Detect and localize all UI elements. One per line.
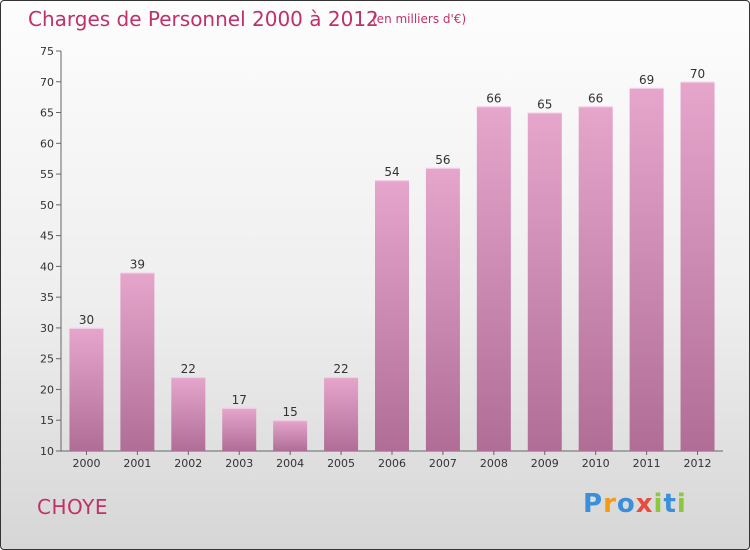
bar (222, 407, 257, 451)
data-label: 69 (639, 73, 654, 87)
data-label: 56 (435, 153, 450, 167)
y-tick-label: 50 (40, 199, 54, 212)
x-tick-label: 2012 (684, 457, 712, 470)
y-tick-label: 40 (40, 260, 54, 273)
data-label: 66 (588, 91, 603, 105)
x-tick-label: 2009 (531, 457, 559, 470)
x-tick-labels: 2000 2001 2002 2003 2004 2005 2006 2007 2008 2009… (72, 457, 711, 470)
y-tick-label: 70 (40, 76, 54, 89)
x-tick-label: 2010 (582, 457, 610, 470)
y-tick-label: 30 (40, 322, 54, 335)
y-tick-label: 35 (40, 291, 54, 304)
x-tick-label: 2011 (633, 457, 661, 470)
x-tick-label: 2006 (378, 457, 406, 470)
data-label: 66 (486, 91, 501, 105)
y-tick-label: 55 (40, 168, 54, 181)
chart-title: Charges de Personnel 2000 à 2012 (28, 7, 379, 31)
commune-name: CHOYE (37, 495, 109, 519)
x-tick-label: 2001 (123, 457, 151, 470)
y-tick-label: 60 (40, 137, 54, 150)
bar (629, 87, 664, 451)
y-tick-label: 20 (40, 383, 54, 396)
bar (527, 112, 562, 452)
x-tick-label: 2008 (480, 457, 508, 470)
bar (476, 106, 511, 451)
y-tick-label: 10 (40, 445, 54, 458)
bars (69, 81, 715, 452)
bar (171, 377, 206, 451)
data-label: 15 (283, 405, 298, 419)
y-tick-labels: 10 15 20 25 30 35 40 45 50 55 60 65 70 75 (40, 45, 54, 458)
data-label: 70 (690, 67, 705, 81)
bar (69, 327, 104, 451)
data-label: 22 (181, 362, 196, 376)
y-tick-label: 65 (40, 107, 54, 120)
data-label: 65 (537, 98, 552, 112)
x-tick-label: 2005 (327, 457, 355, 470)
x-tick-label: 2003 (225, 457, 253, 470)
y-tick-label: 25 (40, 353, 54, 366)
x-tick-label: 2002 (174, 457, 202, 470)
data-label: 22 (333, 362, 348, 376)
bar (120, 272, 155, 451)
proxiti-logo[interactable]: Proxiti (583, 489, 687, 519)
y-tick-label: 75 (40, 45, 54, 58)
bar (375, 180, 409, 451)
data-labels: 30 39 22 17 15 22 54 56 66 65 66 69 70 (79, 67, 705, 419)
bar (680, 81, 715, 452)
bar (324, 377, 359, 451)
y-tick-label: 15 (40, 414, 54, 427)
data-label: 54 (384, 165, 399, 179)
x-tick-label: 2000 (72, 457, 100, 470)
x-tick-label: 2004 (276, 457, 304, 470)
x-tick-label: 2007 (429, 457, 457, 470)
data-label: 39 (130, 258, 145, 272)
bar (425, 167, 460, 451)
chart-subtitle: (en milliers d'€) (372, 12, 467, 26)
data-label: 17 (232, 393, 247, 407)
y-tick-label: 45 (40, 230, 54, 243)
bar (273, 420, 308, 451)
bar (578, 106, 613, 451)
data-label: 30 (79, 313, 94, 327)
